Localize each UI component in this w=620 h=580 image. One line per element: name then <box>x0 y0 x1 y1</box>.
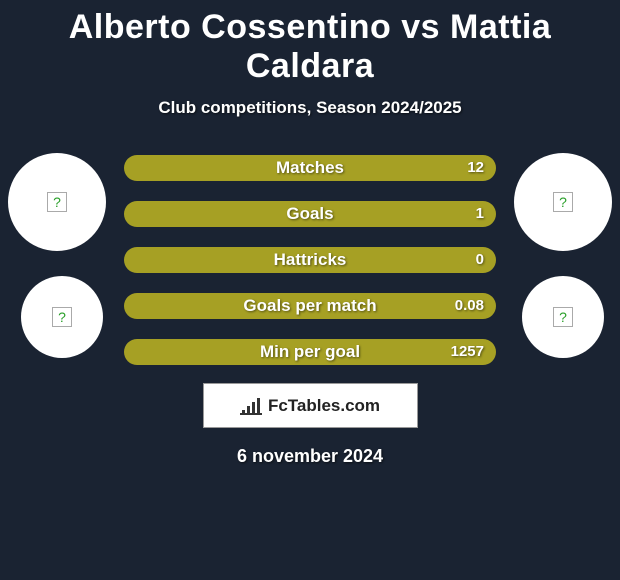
stat-label: Goals <box>124 201 496 227</box>
stat-value: 1257 <box>451 339 484 365</box>
broken-image-icon: ? <box>52 307 72 327</box>
stat-row-hattricks: Hattricks 0 <box>124 247 496 273</box>
stat-value: 0.08 <box>455 293 484 319</box>
player1-avatar: ? <box>8 153 106 251</box>
broken-image-icon: ? <box>553 307 573 327</box>
stat-row-min-per-goal: Min per goal 1257 <box>124 339 496 365</box>
player2-secondary-avatar: ? <box>522 276 604 358</box>
stat-value: 1 <box>476 201 484 227</box>
stat-label: Hattricks <box>124 247 496 273</box>
player2-avatar: ? <box>514 153 612 251</box>
right-avatar-column: ? ? <box>514 153 612 358</box>
stat-row-goals: Goals 1 <box>124 201 496 227</box>
stat-value: 12 <box>467 155 484 181</box>
stat-value: 0 <box>476 247 484 273</box>
comparison-row: ? ? Matches 12 Goals 1 Hattricks 0 Goals… <box>0 153 620 365</box>
broken-image-icon: ? <box>47 192 67 212</box>
subtitle: Club competitions, Season 2024/2025 <box>0 98 620 118</box>
logo-text: FcTables.com <box>268 396 380 416</box>
stats-column: Matches 12 Goals 1 Hattricks 0 Goals per… <box>124 153 496 365</box>
stat-row-matches: Matches 12 <box>124 155 496 181</box>
source-logo: FcTables.com <box>203 383 418 428</box>
stat-label: Matches <box>124 155 496 181</box>
page-title: Alberto Cossentino vs Mattia Caldara <box>0 0 620 86</box>
stat-row-goals-per-match: Goals per match 0.08 <box>124 293 496 319</box>
date-label: 6 november 2024 <box>0 446 620 467</box>
stat-label: Min per goal <box>124 339 496 365</box>
broken-image-icon: ? <box>553 192 573 212</box>
player1-secondary-avatar: ? <box>21 276 103 358</box>
stat-label: Goals per match <box>124 293 496 319</box>
bar-chart-icon <box>240 397 262 415</box>
left-avatar-column: ? ? <box>8 153 106 358</box>
